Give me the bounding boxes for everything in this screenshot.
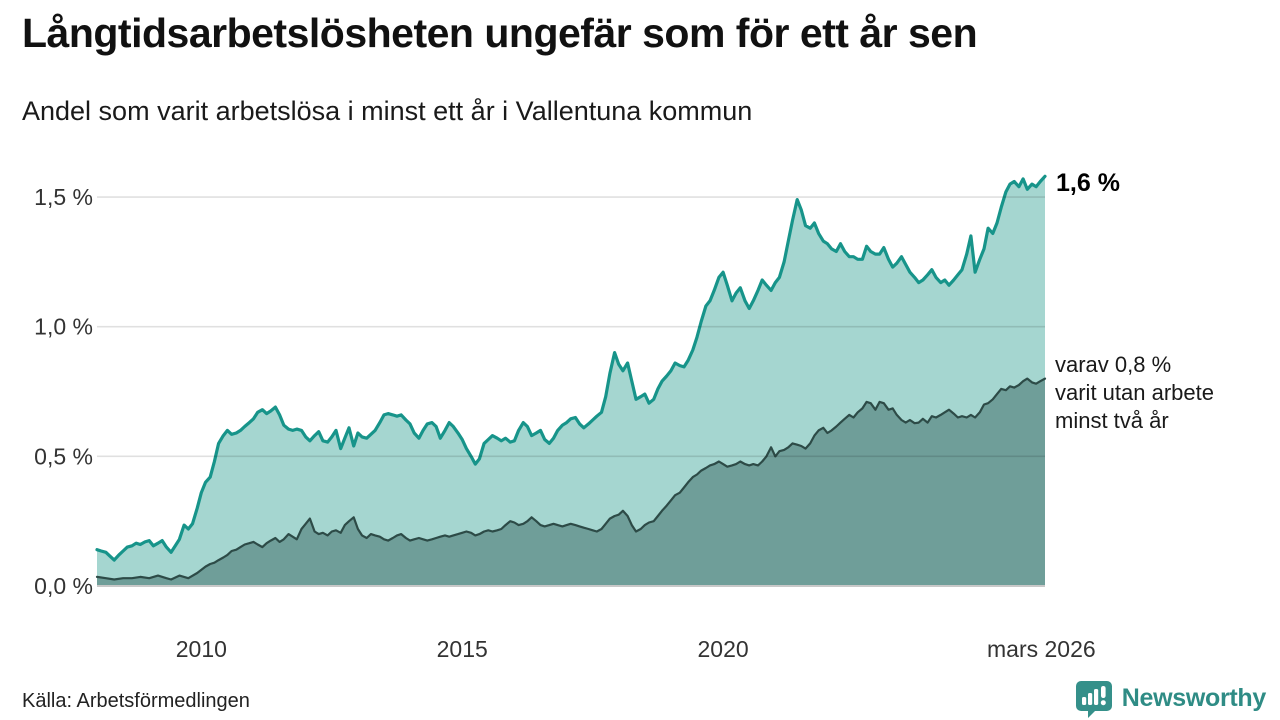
chart-series: [95, 174, 1047, 587]
y-tick-label: 1,5 %: [34, 184, 93, 210]
y-tick-label: 0,5 %: [34, 443, 93, 469]
newsworthy-brand: Newsworthy: [1074, 678, 1266, 718]
x-tick-label: 2010: [176, 636, 227, 662]
breakdown-annotation-line3: minst två år: [1055, 408, 1169, 433]
total-end-value-label: 1,6 %: [1056, 169, 1120, 197]
x-tick-label: 2015: [437, 636, 488, 662]
y-axis: 0,0 % 0,5 % 1,0 % 1,5 %: [34, 184, 93, 599]
source-note: Källa: Arbetsförmedlingen: [22, 690, 250, 712]
y-tick-label: 0,0 %: [34, 573, 93, 599]
newsworthy-wordmark: Newsworthy: [1121, 683, 1267, 712]
newsworthy-logo-icon: [1075, 681, 1112, 718]
breakdown-annotation-line1: varav 0,8 %: [1055, 352, 1171, 377]
x-tick-label: 2020: [698, 636, 749, 662]
x-axis: 2010 2015 2020 mars 2026: [176, 636, 1096, 662]
y-tick-label: 1,0 %: [34, 314, 93, 340]
x-tick-label: mars 2026: [987, 636, 1096, 662]
chart-subtitle: Andel som varit arbetslösa i minst ett å…: [22, 96, 753, 126]
gridlines-overlay: [97, 196, 1045, 587]
breakdown-annotation-line2: varit utan arbete: [1055, 380, 1214, 405]
page-title: Långtidsarbetslösheten ungefär som för e…: [22, 10, 978, 56]
breakdown-annotation: varav 0,8 % varit utan arbete minst två …: [1055, 352, 1214, 433]
